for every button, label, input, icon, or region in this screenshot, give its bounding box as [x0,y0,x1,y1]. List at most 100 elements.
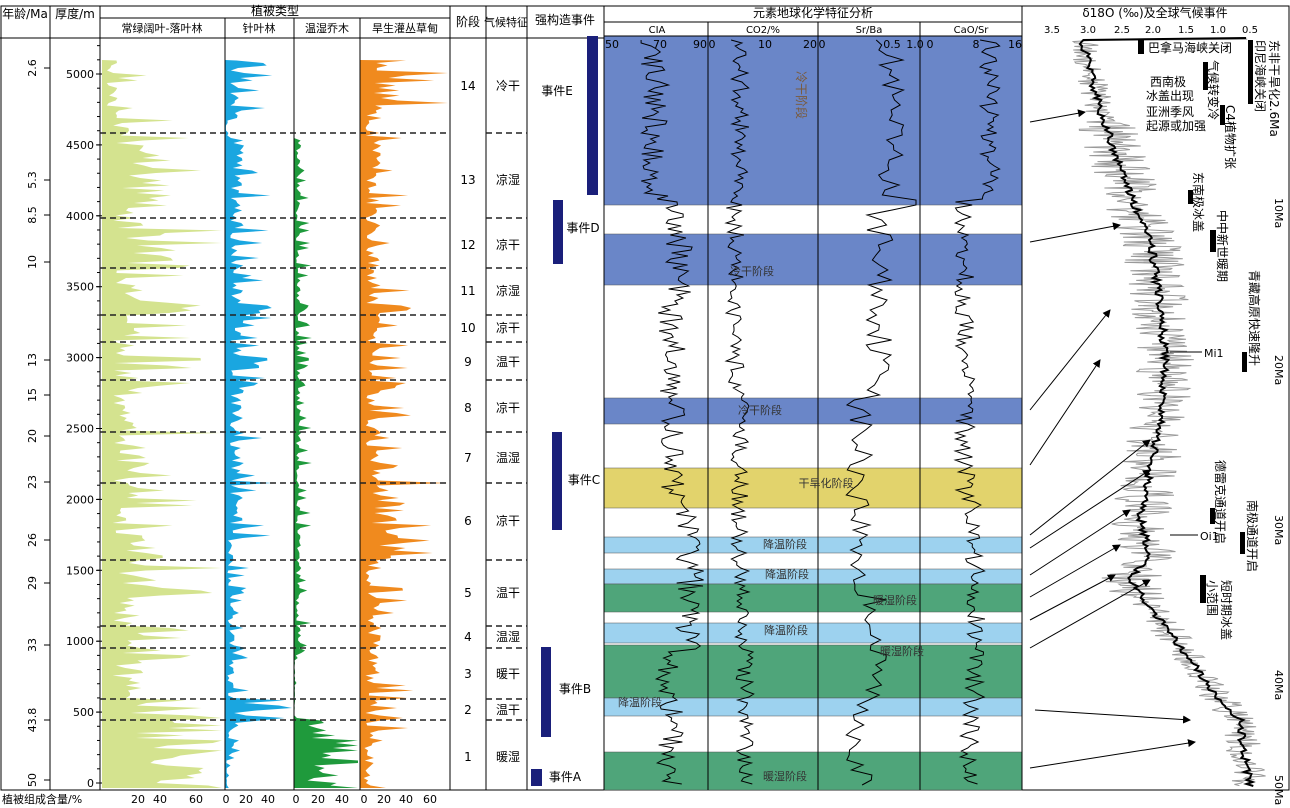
conifer-tick-label: 40 [261,793,275,806]
event-bar [531,769,542,786]
casr-tick-label: 8 [973,38,980,51]
age-tick-label: 33 [26,638,39,652]
event-label: 事件C [568,473,600,487]
srba-header: Sr/Ba [856,25,883,36]
iso-tick-label: 1.0 [1210,25,1226,36]
casr-tick-label: 0 [927,38,934,51]
stage-climate: 凉干 [496,400,520,415]
broadleaf-tick-label: 60 [189,793,203,806]
vegtype-header: 植被类型 [251,3,299,18]
co2-tick-label: 0 [709,38,716,51]
phase-label: 降温阶段 [618,695,662,709]
event-marker [1210,230,1216,252]
casr-header: CaO/Sr [954,25,990,36]
age-tick-label: 29 [26,576,39,590]
shrub-tick-label: 0 [361,793,368,806]
bottom-axis-label: 植被组成含量/% [2,792,82,806]
global-event-label: 冰盖出现 [1146,89,1194,103]
age-tick-label: 15 [26,388,39,402]
age-tick-label: 23 [26,475,39,489]
stage-boundaries [100,132,527,721]
iso-tick-label: 2.5 [1114,25,1130,36]
cia-tick-label: 70 [653,38,667,51]
event-marker [1210,508,1215,524]
age-tick-label: 26 [26,533,39,547]
phase-band [603,397,1023,425]
vegetation-curves [102,60,448,788]
phase-label: 降温阶段 [763,537,807,551]
depth-tick-label: 4000 [66,210,94,223]
iso-ma-label: 30Ma [1272,515,1285,545]
stage-number: 4 [464,630,472,644]
global-event-label: 德雷克通道开启 [1213,460,1228,544]
event-marker [1240,532,1245,554]
cia-tick-label: 50 [605,38,619,51]
global-event-label: Oi1 [1200,530,1219,543]
event-arrow [1029,469,1151,549]
event-arrow [1029,579,1151,649]
phase-label: 冷干阶段 [738,403,782,417]
event-arrow [1029,739,1196,769]
conifer-tick-label: 20 [239,793,253,806]
tectonic-header: 强构造事件 [535,12,595,27]
shrub-area [360,60,448,788]
event-arrow [1034,709,1191,724]
stage-number: 7 [464,451,472,465]
stage-number: 1 [464,750,472,764]
depth-tick-label: 2500 [66,423,94,436]
header-texts: 年龄/Ma 厚度/m 植被类型 常绿阔叶-落叶林 针叶林 温湿乔木 旱生灌丛草甸… [2,3,1228,806]
casr-tick-label: 16 [1008,38,1022,51]
event-marker [1203,62,1208,90]
age-tick-label: 5.3 [26,171,39,189]
event-arrow [1029,574,1116,621]
event-marker [1220,105,1225,125]
srba-tick-label: 0.5 [883,38,901,51]
depth-tick-label: 2000 [66,493,94,506]
stage-number: 14 [460,79,475,93]
isotope-curve [1029,37,1266,787]
iso-ma-label: 40Ma [1272,670,1285,700]
iso-tick-label: 0.5 [1242,25,1258,36]
global-event-label: 短时期冰盖 [1219,580,1233,640]
event-arrow [1029,439,1151,536]
phase-band [603,467,1023,509]
phase-band [603,583,1023,613]
stage-number: 11 [460,284,475,298]
stage-climate: 凉干 [496,237,520,252]
global-event-label: 印尼海峡关闭 [1253,40,1268,112]
broadleaf-area [102,60,222,788]
phase-band [603,622,1023,644]
stage-climate: 冷干 [496,79,520,93]
temperate-tick-label: 20 [311,793,325,806]
phase-labels: 冷干阶段冷干阶段冷干阶段干旱化阶段降温阶段降温阶段暖湿阶段降温阶段暖湿阶段降温阶… [618,71,924,783]
iso-tick-label: 2.0 [1145,25,1161,36]
stage-climate: 暖干 [496,667,520,681]
stage-climate: 温干 [496,703,520,717]
global-event-label: 东南极冰盖 [1191,172,1206,232]
stage-climate: 凉干 [496,320,520,335]
iso-ma-label: 50Ma [1272,775,1285,805]
depth-tick-label: 3500 [66,281,94,294]
stage-climate: 温干 [496,355,520,369]
phase-band [603,568,1023,585]
event-column: 事件E 事件D 事件C 事件B 事件A [531,36,600,786]
stage-number: 6 [464,514,472,528]
shrub-tick-label: 20 [377,793,391,806]
global-event-label: 南极通道开启 [1245,500,1260,572]
phase-band [603,751,1023,791]
geochem-header: 元素地球化学特征分析 [753,5,873,20]
shrub-tick-label: 40 [399,793,413,806]
stage-climate: 温干 [496,586,520,600]
event-arrow [1029,359,1101,466]
stage-number: 9 [464,355,472,369]
event-bar [587,36,598,195]
isotope-header: δ18O (‰)及全球气候事件 [1082,5,1227,20]
geochem-curves [640,39,1001,786]
event-marker [1200,575,1206,603]
global-event-label: C4植物扩张 [1223,105,1238,169]
iso-tick-label: 3.5 [1044,25,1060,36]
age-tick-label: 10 [26,255,39,269]
event-arrow [1029,222,1121,243]
